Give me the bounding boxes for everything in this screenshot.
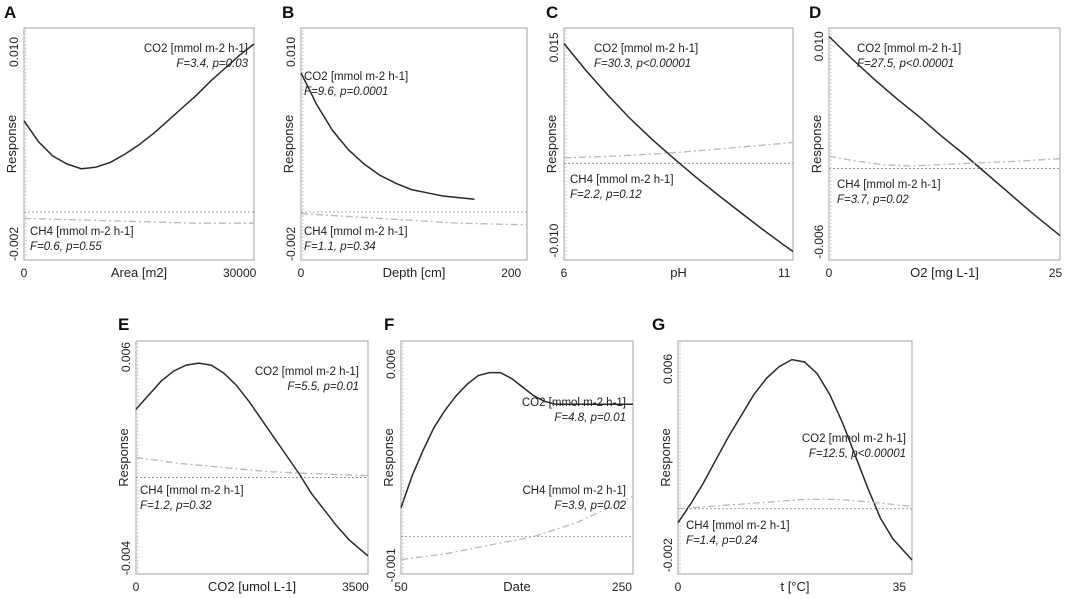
- panel-c-ytick-1: 0.015: [547, 32, 561, 62]
- panel-f-xlabel: Date: [503, 579, 530, 594]
- panel-g-ytick-0: -0.002: [661, 538, 675, 572]
- panel-c-ch4-name: CH4 [mmol m-2 h-1]: [570, 174, 674, 186]
- panel-b-ytick-1: 0.010: [284, 37, 298, 67]
- panel-c-ch4-stat: F=2.2, p=0.12: [570, 189, 642, 201]
- panel-b-xlabel: Depth [cm]: [383, 265, 446, 280]
- panel-f-ytick-0: -0.001: [384, 548, 398, 582]
- panel-b-ylabel: Response: [281, 115, 296, 174]
- panel-d-ch4-name: CH4 [mmol m-2 h-1]: [837, 179, 941, 191]
- panel-b-ch4-name: CH4 [mmol m-2 h-1]: [304, 226, 408, 238]
- panel-g-xtick-1: 35: [893, 580, 907, 594]
- panel-g-co2-curve: [677, 358, 913, 561]
- panel-d-ch4-curve: [828, 155, 1061, 167]
- panel-e-ch4-name: CH4 [mmol m-2 h-1]: [140, 485, 244, 497]
- panel-e-letter: E: [118, 315, 129, 334]
- panel-b-xtick-0: 0: [298, 266, 305, 280]
- panel-c-ylabel: Response: [544, 115, 559, 174]
- panel-e-ch4-curve: [135, 456, 369, 477]
- panel-g-ch4-stat: F=1.4, p=0.24: [686, 535, 758, 547]
- panel-e-xtick-0: 0: [133, 580, 140, 594]
- panel-e-ylabel: Response: [116, 428, 131, 487]
- panel-c-xlabel: pH: [670, 265, 687, 280]
- panel-f-co2-stat: F=4.8, p=0.01: [554, 412, 626, 424]
- panel-f-frame: [400, 340, 634, 575]
- panel-a-ch4-stat: F=0.6, p=0.55: [30, 241, 102, 253]
- panel-c-letter: C: [546, 3, 558, 22]
- panel-d-co2-curve: [828, 35, 1061, 237]
- panel-b-letter: B: [282, 3, 294, 22]
- panel-f-letter: F: [384, 315, 394, 334]
- panel-e-co2-stat: F=5.5, p=0.01: [287, 381, 359, 393]
- panel-a-co2-name: CO2 [mmol m-2 h-1]: [144, 43, 248, 55]
- panel-e-ch4-stat: F=1.2, p=0.32: [140, 500, 212, 512]
- panel-a-ylabel: Response: [4, 115, 19, 174]
- panel-d-letter: D: [809, 3, 821, 22]
- panel-g-ch4-curve: [677, 498, 913, 510]
- panel-b-co2-curve: [300, 72, 475, 200]
- panel-a-xtick-0: 0: [21, 266, 28, 280]
- panel-c-co2-curve: [563, 43, 794, 253]
- panel-g-co2-stat: F=12.5, p<0.00001: [809, 448, 906, 460]
- panel-a-ytick-1: 0.010: [7, 37, 21, 67]
- panel-d-ylabel: Response: [809, 115, 824, 174]
- panel-g-ch4-name: CH4 [mmol m-2 h-1]: [686, 520, 790, 532]
- panel-a-co2-curve: [23, 43, 255, 170]
- panel-g-xtick-0: 0: [675, 580, 682, 594]
- panel-e-xtick-1: 3500: [342, 580, 369, 594]
- panel-a-letter: A: [4, 3, 16, 22]
- panel-g-ylabel: Response: [658, 428, 673, 487]
- panel-a-frame: [23, 27, 255, 261]
- panel-b-ytick-0: -0.002: [284, 227, 298, 261]
- panel-f-xtick-0: 50: [394, 580, 408, 594]
- panel-c-co2-name: CO2 [mmol m-2 h-1]: [594, 43, 698, 55]
- panel-f-co2-curve: [400, 371, 633, 509]
- panel-b-co2-name: CO2 [mmol m-2 h-1]: [304, 71, 408, 83]
- panel-f-ch4-curve: [400, 495, 634, 561]
- panel-g-frame: [677, 340, 913, 575]
- panel-a-ch4-name: CH4 [mmol m-2 h-1]: [30, 226, 134, 238]
- panel-g-xlabel: t [°C]: [780, 579, 809, 594]
- panel-b-ch4-stat: F=1.1, p=0.34: [304, 241, 376, 253]
- panel-a-xlabel: Area [m2]: [111, 265, 167, 280]
- panel-c-xtick-1: 11: [778, 266, 791, 280]
- panel-d-xlabel: O2 [mg L-1]: [910, 265, 979, 280]
- panel-a-co2-stat: F=3.4, p=0.03: [176, 58, 248, 70]
- panel-g-ytick-1: 0.006: [661, 354, 675, 384]
- panel-g-letter: G: [652, 315, 665, 334]
- panel-e-ytick-1: 0.006: [119, 342, 133, 372]
- panel-d-xtick-1: 25: [1049, 266, 1063, 280]
- panel-b-xtick-1: 200: [501, 266, 521, 280]
- panel-d-ch4-stat: F=3.7, p=0.02: [837, 194, 909, 206]
- panel-c-ytick-0: -0.010: [547, 223, 561, 257]
- panel-d-frame: [828, 27, 1061, 261]
- panel-f-ch4-stat: F=3.9, p=0.02: [554, 500, 626, 512]
- panel-e-ytick-0: -0.004: [119, 541, 133, 575]
- panel-f-ytick-1: 0.006: [384, 349, 398, 379]
- panel-d-co2-stat: F=27.5, p<0.00001: [857, 58, 954, 70]
- panel-c-co2-stat: F=30.3, p<0.00001: [594, 58, 691, 70]
- panel-f-ch4-name: CH4 [mmol m-2 h-1]: [522, 485, 626, 497]
- panel-d-xtick-0: 0: [826, 266, 833, 280]
- panel-a-ytick-0: -0.002: [7, 227, 21, 261]
- panel-c-frame: [563, 27, 794, 261]
- panel-e-co2-curve: [135, 362, 369, 557]
- panel-d-co2-name: CO2 [mmol m-2 h-1]: [857, 43, 961, 55]
- panel-e-xlabel: CO2 [umol L-1]: [208, 579, 296, 594]
- panel-g-co2-name: CO2 [mmol m-2 h-1]: [802, 433, 906, 445]
- panel-b-ch4-curve: [300, 212, 528, 226]
- panel-f-xtick-1: 250: [612, 580, 632, 594]
- panel-c-ch4-curve: [563, 141, 794, 159]
- panel-b-frame: [300, 27, 528, 261]
- panel-d-ytick-0: -0.006: [812, 224, 826, 258]
- panel-c-xtick-0: 6: [561, 266, 568, 280]
- panel-f-ylabel: Response: [381, 428, 396, 487]
- panel-a-xtick-1: 30000: [223, 266, 257, 280]
- panel-e-co2-name: CO2 [mmol m-2 h-1]: [255, 366, 359, 378]
- panel-f-co2-name: CO2 [mmol m-2 h-1]: [522, 397, 626, 409]
- panel-b-co2-stat: F=9.6, p=0.0001: [304, 86, 388, 98]
- panel-d-ytick-1: 0.010: [812, 31, 826, 61]
- panel-a-ch4-curve: [23, 217, 254, 224]
